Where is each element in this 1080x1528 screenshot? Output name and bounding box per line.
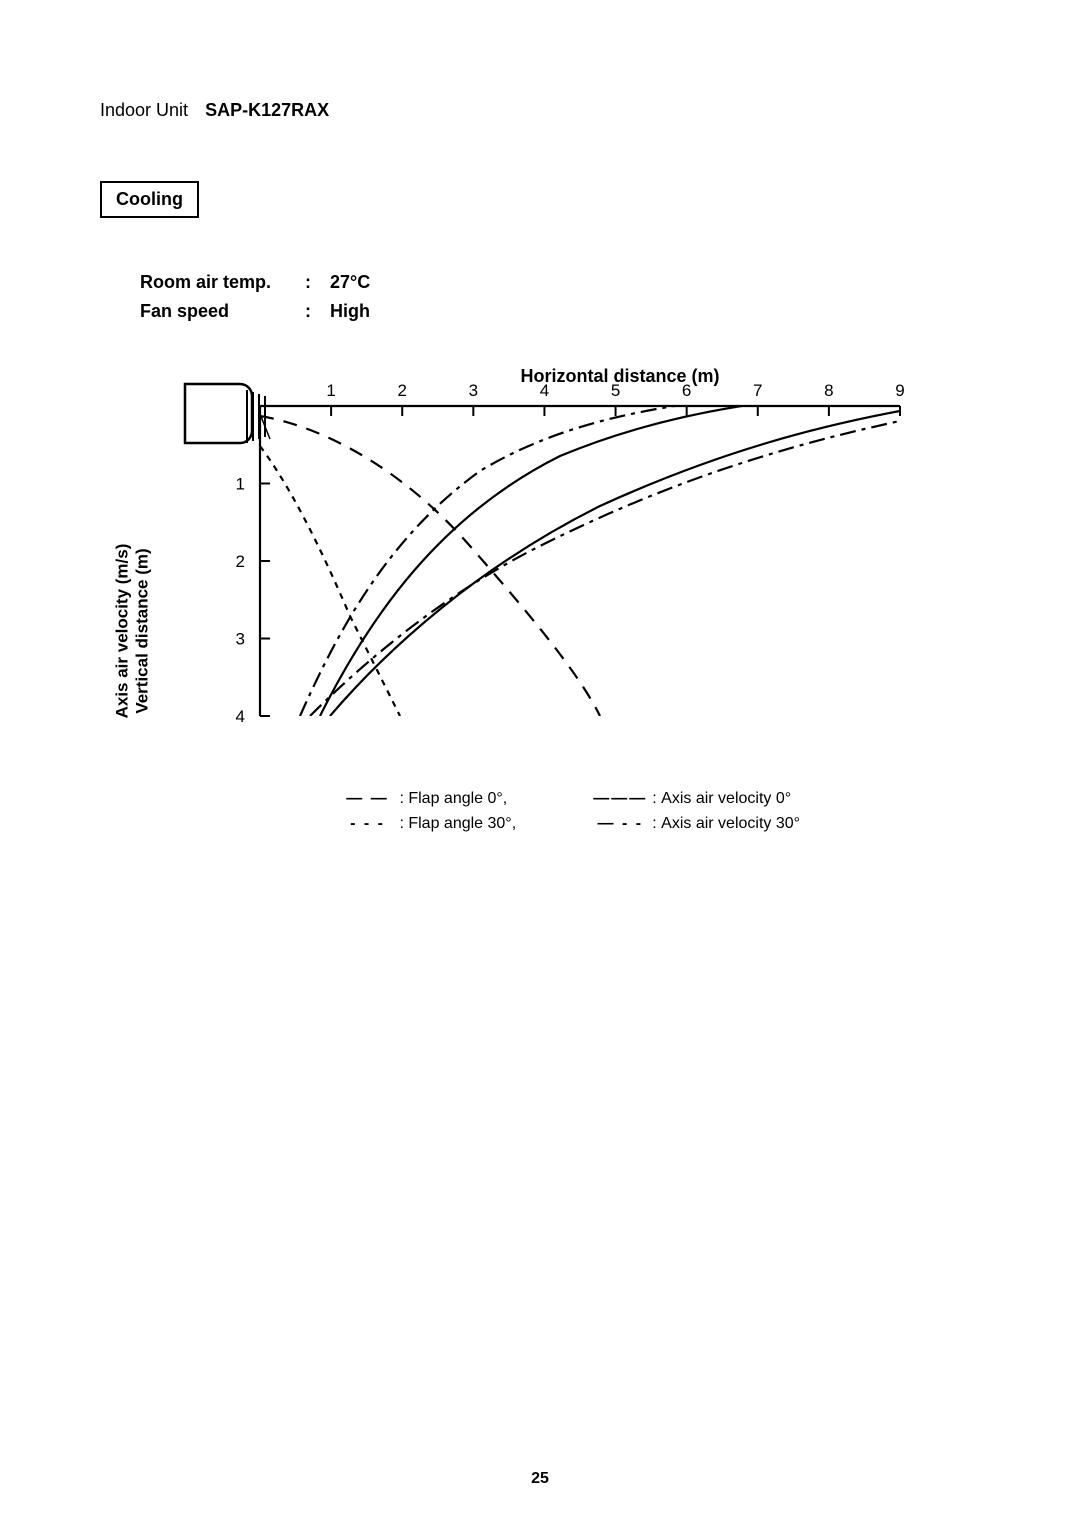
svg-text:4: 4	[236, 707, 245, 726]
legend-sym-flap0: — —	[340, 786, 395, 812]
legend-sym-vel0: ———	[593, 786, 648, 812]
fan-speed-value: High	[330, 301, 370, 321]
chart-container: Horizontal distance (m) Axis air velocit…	[140, 366, 980, 837]
unit-value: SAP-K127RAX	[205, 100, 329, 120]
airflow-chart: 1234567891234	[140, 366, 960, 766]
page-number: 25	[0, 1470, 1080, 1488]
legend-vel0: Axis air velocity 0°	[661, 786, 791, 812]
legend-flap30: Flap angle 30°,	[408, 811, 588, 837]
svg-text:2: 2	[236, 552, 245, 571]
legend-sym-vel30: — - -	[593, 811, 648, 837]
legend: — — : Flap angle 0°, ——— : Axis air velo…	[340, 786, 980, 837]
svg-text:1: 1	[236, 474, 245, 493]
header: Indoor Unit SAP-K127RAX	[100, 100, 980, 121]
legend-vel30: Axis air velocity 30°	[661, 811, 800, 837]
svg-text:1: 1	[326, 381, 335, 400]
conditions-block: Room air temp. : 27°C Fan speed : High	[140, 268, 980, 326]
svg-text:3: 3	[236, 629, 245, 648]
fan-speed-label: Fan speed	[140, 297, 300, 326]
room-temp-value: 27°C	[330, 272, 370, 292]
mode-box: Cooling	[100, 181, 199, 218]
y-axis-label: Axis air velocity (m/s) Vertical distanc…	[112, 543, 152, 718]
legend-sym-flap30: - - -	[340, 811, 395, 837]
chart-title-top: Horizontal distance (m)	[340, 366, 900, 387]
room-temp-label: Room air temp.	[140, 268, 300, 297]
legend-flap0: Flap angle 0°,	[408, 786, 588, 812]
unit-label: Indoor Unit	[100, 100, 188, 120]
